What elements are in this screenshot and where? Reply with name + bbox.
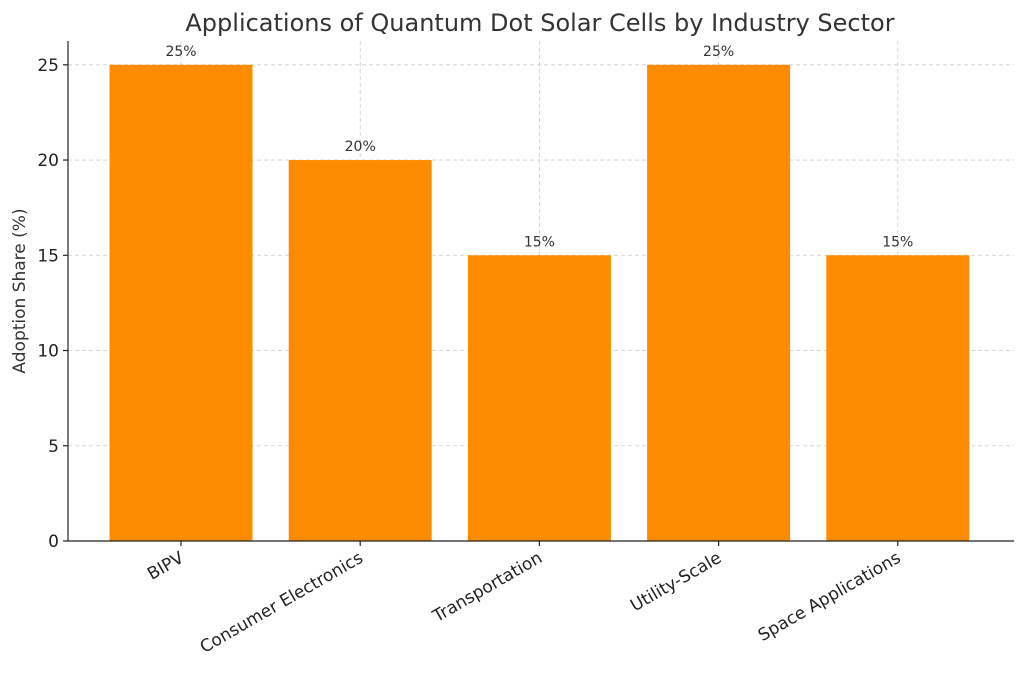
bar	[110, 65, 253, 541]
x-tick-label: Utility-Scale	[627, 548, 725, 616]
x-tick-label: BIPV	[144, 548, 188, 585]
y-tick-label: 15	[37, 246, 59, 266]
y-tick-label: 10	[37, 342, 59, 362]
x-tick-layer: BIPVConsumer Electronics Transportation Ut…	[144, 541, 904, 658]
data-label: 15%	[524, 234, 555, 250]
y-tick-label: 5	[48, 437, 59, 457]
y-axis-label: Adoption Share (%)	[10, 208, 30, 373]
data-label: 25%	[703, 44, 734, 60]
bar	[826, 255, 969, 541]
bar	[647, 65, 790, 541]
data-label: 15%	[882, 234, 913, 250]
data-label: 20%	[345, 139, 376, 155]
data-label: 25%	[165, 44, 196, 60]
x-tick-label: Consumer Electronics	[197, 548, 367, 658]
y-tick-layer: 0 5 10 15 20 25	[37, 56, 68, 552]
y-tick-label: 25	[37, 56, 59, 76]
bar	[289, 160, 432, 541]
x-tick-label: Space Applications	[755, 548, 905, 646]
y-tick-label: 20	[37, 151, 59, 171]
y-tick-label: 0	[48, 532, 59, 552]
bar-layer	[110, 65, 970, 541]
bar	[468, 255, 611, 541]
chart-title: Applications of Quantum Dot Solar Cells …	[185, 9, 894, 37]
x-tick-label: Transportation	[429, 548, 546, 627]
